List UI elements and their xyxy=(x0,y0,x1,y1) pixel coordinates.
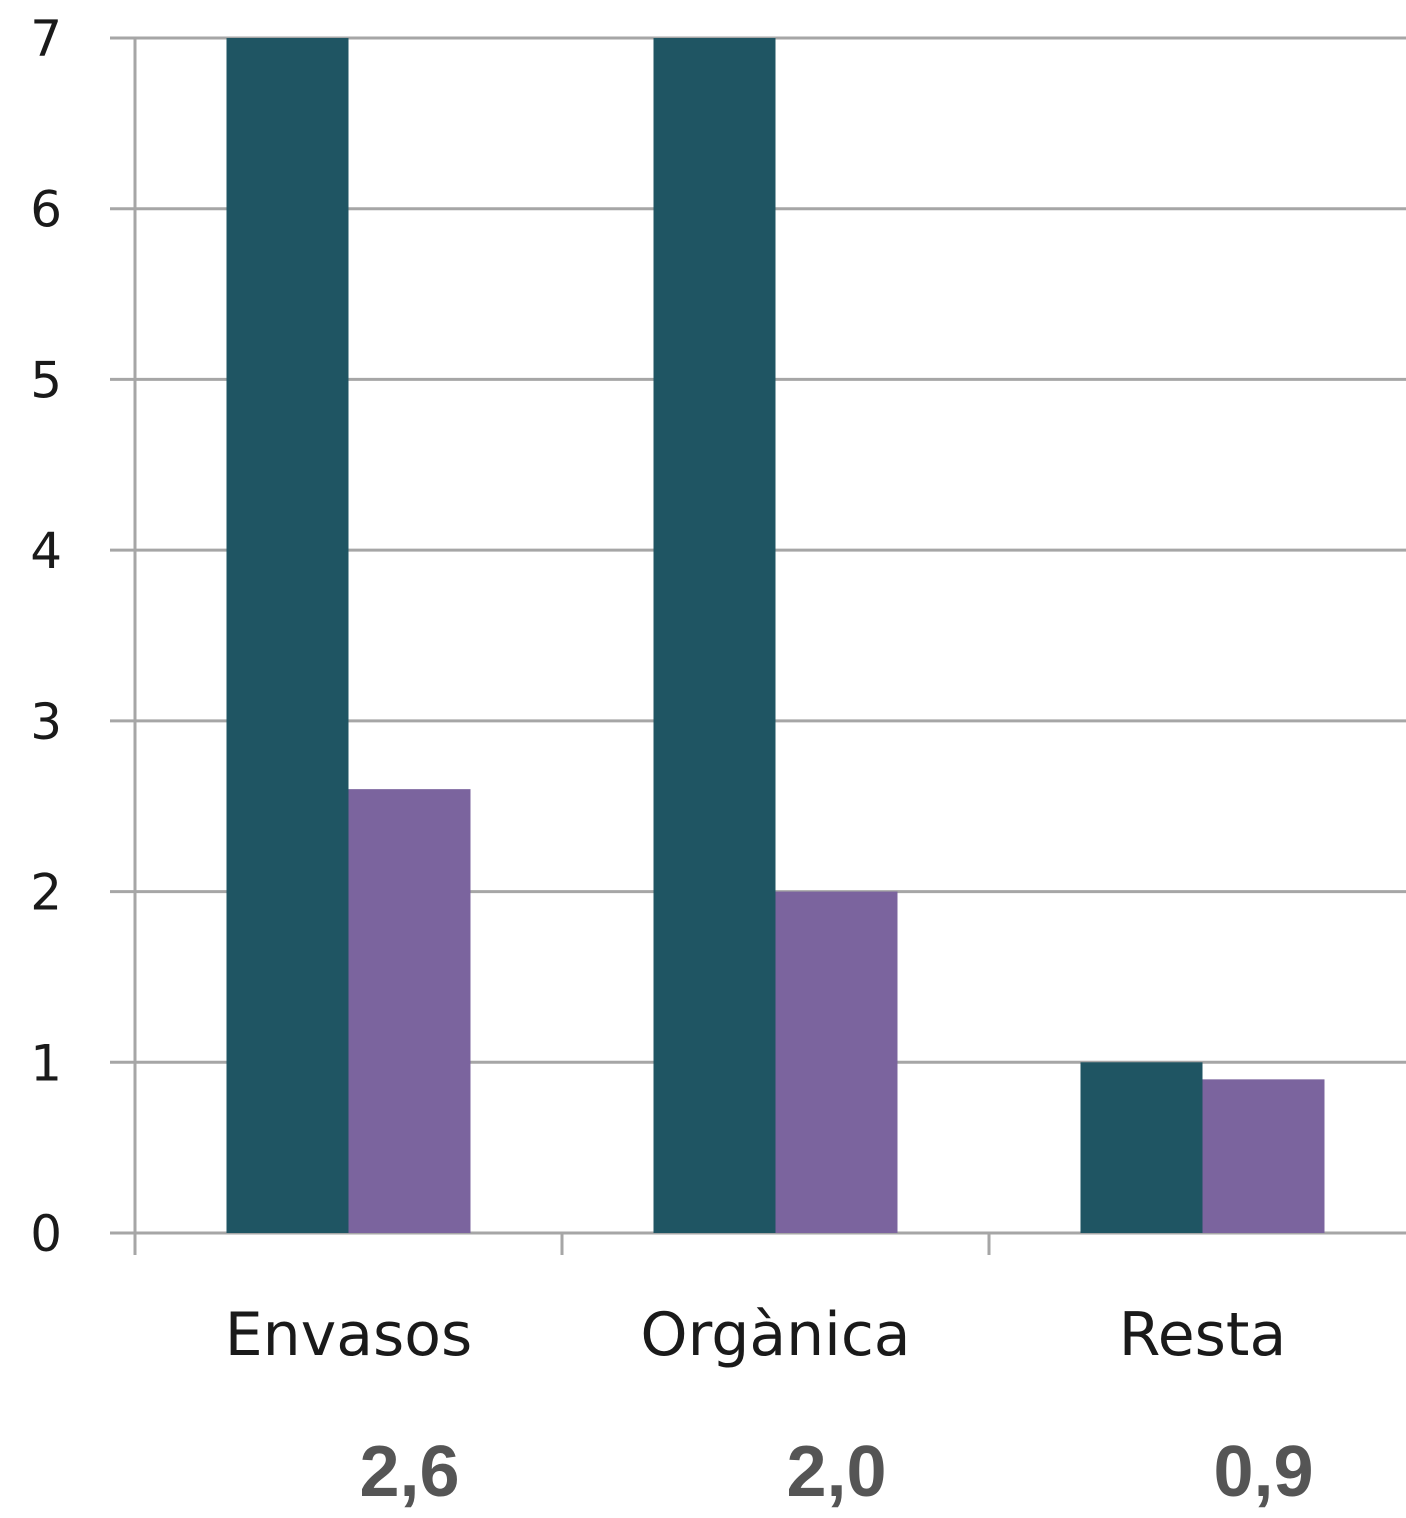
y-tick-label: 2 xyxy=(30,864,62,922)
bar-series1-0 xyxy=(226,38,349,1233)
bar-series1-2 xyxy=(1080,1062,1203,1233)
y-tick-label: 4 xyxy=(30,522,62,580)
value-label: 2,6 xyxy=(359,1432,459,1512)
y-tick-label: 5 xyxy=(30,351,62,409)
y-tick-label: 7 xyxy=(30,10,62,68)
y-tick-label: 0 xyxy=(30,1205,62,1263)
x-category-label: Envasos xyxy=(225,1300,472,1370)
bar-series1-1 xyxy=(653,38,776,1233)
value-label: 2,0 xyxy=(786,1432,886,1512)
y-tick-label: 6 xyxy=(30,181,62,239)
x-category-label: Resta xyxy=(1119,1300,1286,1370)
x-category-label: Orgànica xyxy=(640,1300,910,1370)
y-tick-label: 1 xyxy=(30,1034,62,1092)
bar-series2-1 xyxy=(775,891,898,1233)
bar-series2-0 xyxy=(348,789,471,1233)
bar-series2-2 xyxy=(1202,1079,1325,1233)
y-tick-label: 3 xyxy=(30,693,62,751)
value-label: 0,9 xyxy=(1213,1432,1313,1512)
